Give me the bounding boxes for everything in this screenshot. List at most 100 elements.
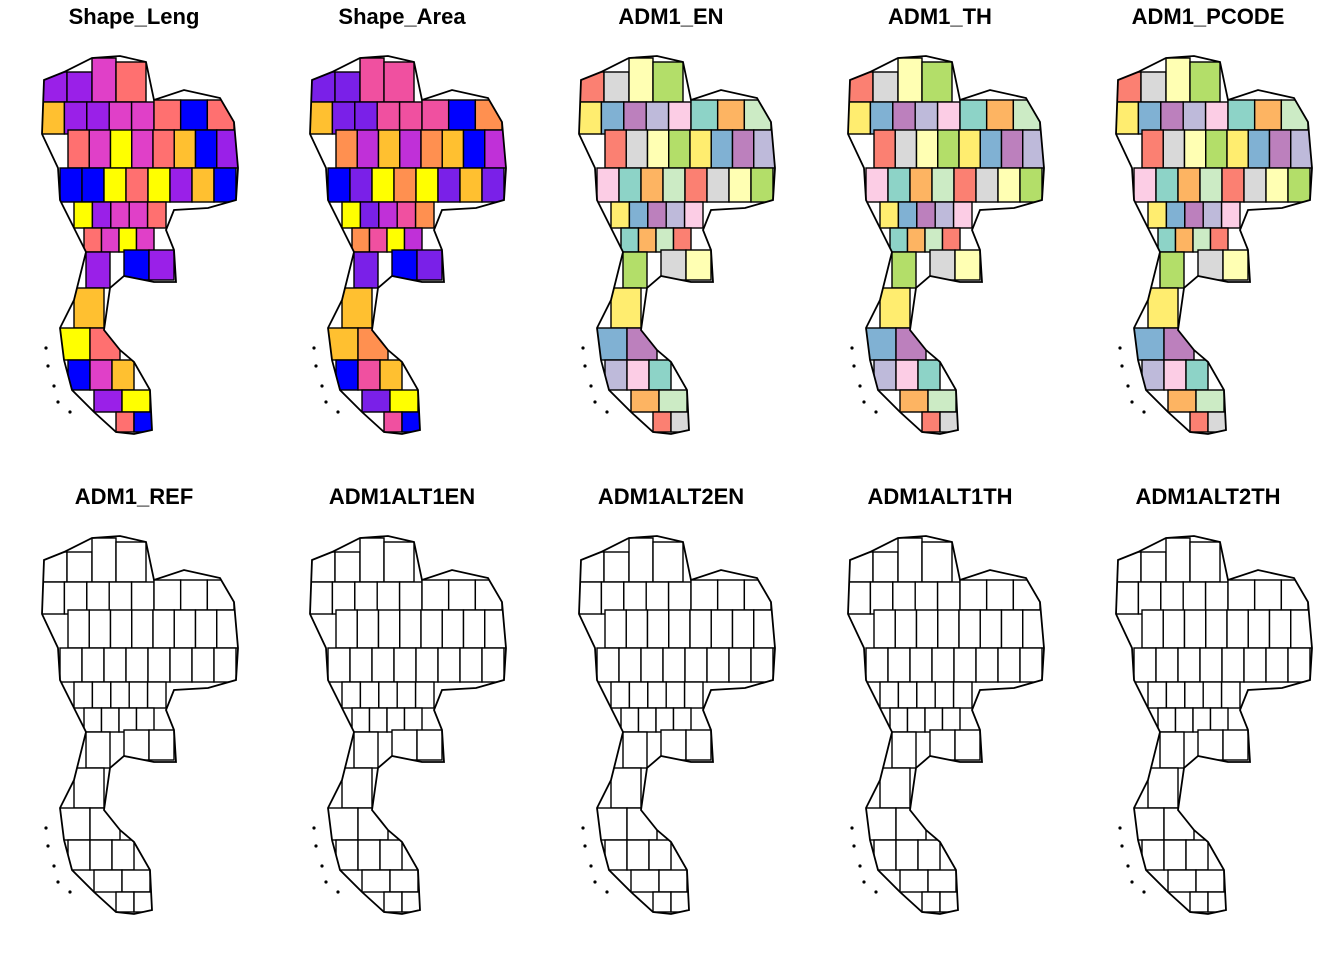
province-region — [710, 129, 734, 169]
province-region — [353, 731, 379, 769]
map-panel-shape-area: Shape_Area — [268, 0, 536, 480]
province-region — [133, 411, 153, 433]
island-marker — [324, 400, 328, 404]
province-region — [604, 609, 627, 649]
province-region — [414, 681, 435, 709]
island-marker — [52, 384, 56, 388]
province-region — [179, 99, 209, 131]
province-region — [121, 389, 151, 413]
province-region — [146, 681, 167, 709]
province-region — [121, 869, 151, 893]
province-region — [115, 61, 147, 103]
province-region — [1227, 99, 1256, 131]
province-region — [66, 71, 93, 103]
province-region — [335, 129, 358, 169]
province-region — [100, 707, 120, 733]
province-region — [83, 707, 103, 733]
province-region — [359, 57, 385, 103]
province-region — [952, 681, 973, 709]
province-region — [356, 129, 380, 169]
province-region — [361, 389, 391, 413]
province-region — [89, 359, 113, 391]
province-region — [368, 707, 388, 733]
province-region — [125, 167, 149, 203]
province-region — [415, 167, 439, 203]
province-region — [652, 541, 684, 583]
province-region — [647, 681, 667, 709]
island-marker — [1130, 400, 1134, 404]
province-region — [637, 707, 657, 733]
province-region — [1189, 541, 1221, 583]
province-region — [909, 647, 933, 683]
province-region — [600, 581, 625, 615]
map-panel-adm1alt2en: ADM1ALT2EN — [537, 480, 805, 960]
province-region — [684, 647, 708, 683]
province-region — [403, 227, 423, 253]
province-region — [887, 647, 911, 683]
province-region — [665, 201, 686, 229]
province-region — [934, 681, 955, 709]
thailand-map — [1115, 55, 1313, 435]
province-region — [929, 729, 956, 761]
province-region — [1287, 647, 1311, 683]
province-region — [115, 411, 135, 433]
province-region — [958, 129, 981, 169]
province-region — [376, 101, 401, 135]
province-region — [640, 647, 664, 683]
province-region — [386, 227, 406, 253]
province-region — [1268, 129, 1292, 169]
province-region — [655, 707, 675, 733]
province-region — [1000, 609, 1024, 649]
province-region — [110, 201, 130, 229]
province-region — [123, 729, 150, 761]
province-region — [648, 839, 672, 871]
province-region — [133, 891, 153, 913]
island-marker — [583, 364, 587, 368]
province-region — [728, 647, 752, 683]
province-region — [1133, 647, 1157, 683]
province-region — [899, 869, 929, 893]
province-region — [354, 581, 378, 615]
province-region — [130, 581, 155, 615]
country-outline — [847, 535, 1045, 915]
province-region — [914, 101, 939, 135]
province-region — [1265, 167, 1289, 203]
province-region — [179, 579, 209, 611]
province-region — [625, 129, 649, 169]
province-region — [979, 129, 1003, 169]
province-region — [879, 767, 911, 809]
island-marker — [862, 880, 866, 884]
province-region — [1268, 609, 1292, 649]
island-marker — [324, 880, 328, 884]
province-region — [728, 167, 752, 203]
province-region — [887, 167, 911, 203]
province-region — [1147, 287, 1179, 329]
island-marker — [314, 844, 318, 848]
province-region — [399, 129, 422, 169]
province-region — [118, 707, 138, 733]
province-region — [596, 167, 620, 203]
province-region — [622, 731, 648, 769]
province-region — [1155, 647, 1179, 683]
province-region — [310, 581, 334, 615]
province-region — [1265, 647, 1289, 683]
province-region — [1174, 227, 1194, 253]
island-marker — [589, 864, 593, 868]
province-region — [917, 839, 941, 871]
province-region — [421, 99, 450, 131]
province-region — [81, 647, 105, 683]
province-region — [895, 359, 919, 391]
island-marker — [850, 826, 854, 830]
province-region — [1220, 681, 1241, 709]
province-region — [91, 57, 117, 103]
province-region — [637, 227, 657, 253]
province-region — [985, 579, 1015, 611]
province-region — [1195, 869, 1225, 893]
province-region — [1197, 249, 1224, 281]
province-region — [1182, 101, 1207, 135]
province-region — [897, 57, 923, 103]
province-region — [959, 99, 988, 131]
province-region — [1197, 729, 1224, 761]
province-region — [1159, 731, 1185, 769]
province-region — [625, 609, 649, 649]
